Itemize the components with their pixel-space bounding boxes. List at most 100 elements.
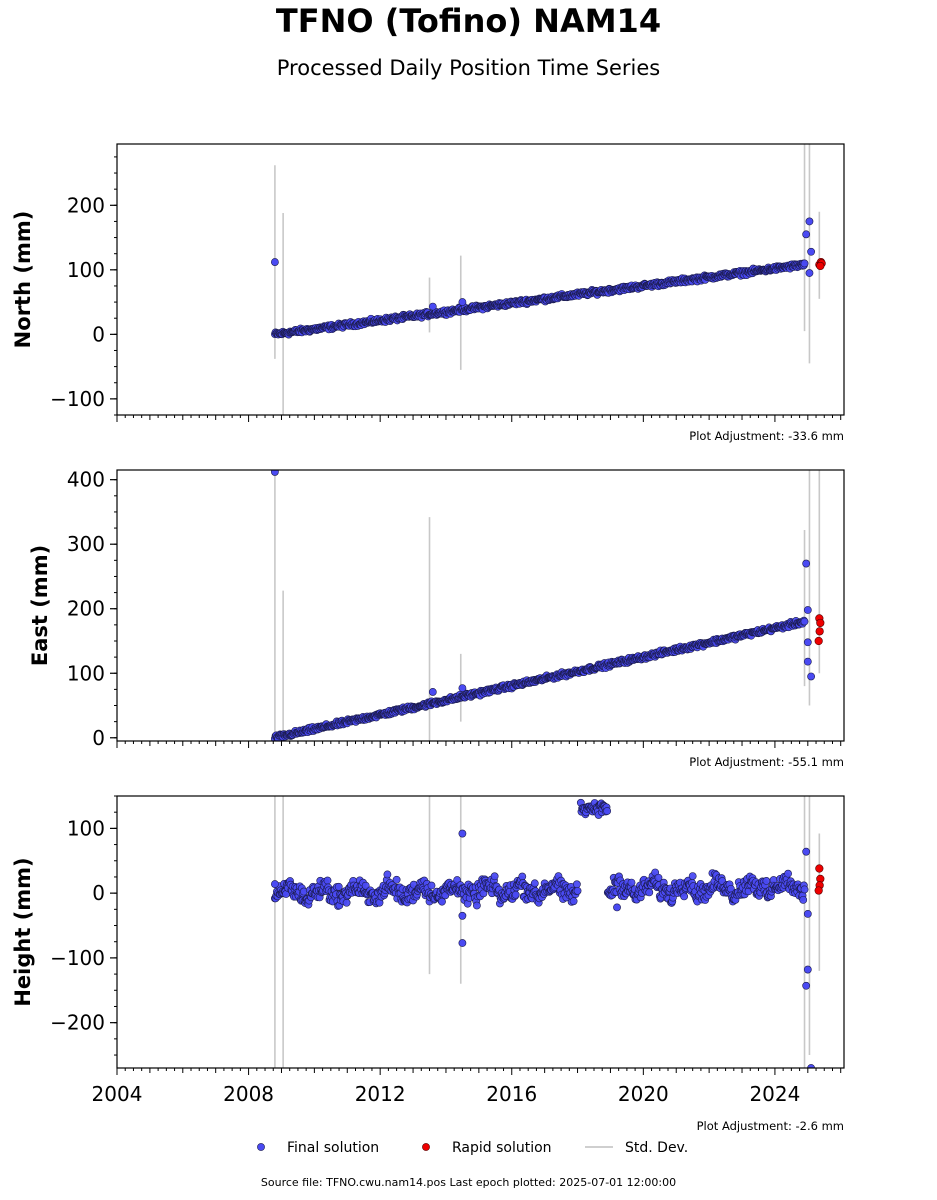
plot-adjustment: Plot Adjustment: -2.6 mm	[697, 1119, 844, 1133]
final-point	[807, 1064, 816, 1068]
final-point	[458, 684, 467, 692]
final-point	[800, 617, 809, 626]
chart-title: TFNO (Tofino) NAM14	[275, 2, 662, 40]
y-tick-label: 0	[92, 726, 105, 750]
y-tick-label: 0	[92, 881, 105, 905]
y-tick-label: 100	[67, 816, 105, 840]
series-east	[271, 470, 825, 741]
rapid-point	[816, 261, 825, 271]
final-point	[427, 881, 436, 890]
final-point	[569, 897, 578, 906]
y-tick-label: 400	[67, 468, 105, 492]
axes-frame	[116, 469, 845, 742]
final-point	[490, 872, 499, 881]
final-point	[805, 217, 814, 226]
y-tick-label: 200	[67, 597, 105, 621]
y-tick-label: −100	[50, 387, 105, 411]
final-point	[762, 877, 771, 885]
final-point	[438, 897, 446, 906]
x-tick-label: 2004	[92, 1082, 143, 1106]
y-tick-label: 200	[67, 193, 105, 217]
final-point	[688, 872, 697, 881]
plot-adjustment: Plot Adjustment: -33.6 mm	[689, 429, 844, 443]
final-point	[803, 965, 812, 974]
final-point	[572, 880, 581, 889]
y-axis-label: East (mm)	[28, 545, 52, 666]
rapid-point	[815, 627, 824, 636]
final-point	[613, 903, 621, 912]
final-point	[458, 939, 467, 947]
rapid-point	[815, 864, 824, 873]
final-point	[784, 869, 792, 878]
final-point	[803, 657, 812, 666]
x-tick-label: 2008	[223, 1082, 274, 1106]
final-point	[680, 892, 689, 901]
series-north	[271, 144, 826, 415]
final-point	[518, 872, 527, 881]
final-point	[392, 875, 401, 884]
legend-final-label: Final solution	[287, 1140, 379, 1156]
final-point	[807, 672, 816, 681]
x-tick-label: 2012	[355, 1082, 406, 1106]
y-tick-label: 100	[67, 258, 105, 282]
final-point	[458, 911, 467, 920]
final-point	[645, 888, 654, 897]
panel-east: 0 100 200 300 400 East (mm) Plot Adjustment: -…	[28, 468, 845, 769]
legend-stddev-label: Std. Dev.	[625, 1140, 688, 1156]
axes-frame	[116, 795, 845, 1069]
y-tick-label: 300	[67, 532, 105, 556]
chart-subtitle: Processed Daily Position Time Series	[276, 56, 661, 80]
final-point	[800, 885, 809, 894]
legend-rapid-label: Rapid solution	[452, 1140, 552, 1156]
final-point	[603, 807, 612, 815]
final-point	[271, 258, 279, 266]
final-point	[803, 909, 812, 918]
final-point	[271, 880, 279, 888]
final-point	[803, 606, 812, 614]
final-point	[428, 302, 437, 311]
y-tick-label: −200	[50, 1011, 105, 1035]
final-point	[805, 269, 814, 277]
final-point	[511, 890, 520, 899]
final-point	[803, 638, 812, 647]
final-point	[627, 878, 636, 887]
final-point	[802, 847, 811, 856]
y-tick-label: 100	[67, 661, 105, 685]
final-point	[428, 688, 437, 696]
final-point	[458, 829, 467, 838]
legend-rapid-marker	[422, 1143, 430, 1151]
source-footer: Source file: TFNO.cwu.nam14.pos Last epo…	[260, 1176, 677, 1189]
panel-north: −100 0 100 200 North (mm) Plot Adjustment: -3…	[11, 143, 845, 443]
y-tick-label: −100	[50, 946, 105, 970]
y-axis-label: Height (mm)	[11, 857, 35, 1006]
final-point	[807, 247, 816, 256]
final-point	[573, 886, 582, 895]
y-axis-label: North (mm)	[11, 211, 35, 349]
x-tick-label: 2016	[486, 1082, 537, 1106]
final-point	[530, 879, 539, 888]
axes-frame	[116, 143, 845, 416]
final-point	[802, 230, 811, 239]
panel-height: −200 −100 0 100 2004 2008 2012 2016 2020 2024 Heig…	[11, 795, 845, 1133]
plot-adjustment: Plot Adjustment: -55.1 mm	[689, 755, 844, 769]
legend-final-marker	[257, 1143, 265, 1151]
final-point	[472, 901, 481, 910]
rapid-point	[814, 636, 823, 646]
final-point	[458, 298, 467, 306]
series-height	[271, 796, 825, 1068]
legend: Final solution Rapid solution Std. Dev.	[257, 1140, 688, 1156]
x-tick-label: 2020	[618, 1082, 669, 1106]
y-tick-label: 0	[92, 322, 105, 346]
final-point	[800, 259, 809, 268]
final-point	[802, 981, 811, 990]
final-point	[323, 876, 332, 885]
rapid-point	[814, 886, 823, 895]
rapid-point	[816, 618, 825, 628]
final-point	[383, 870, 392, 879]
final-point	[271, 470, 279, 476]
final-point	[342, 898, 351, 907]
final-point	[802, 559, 811, 568]
final-point	[334, 882, 343, 891]
final-point	[799, 895, 808, 904]
